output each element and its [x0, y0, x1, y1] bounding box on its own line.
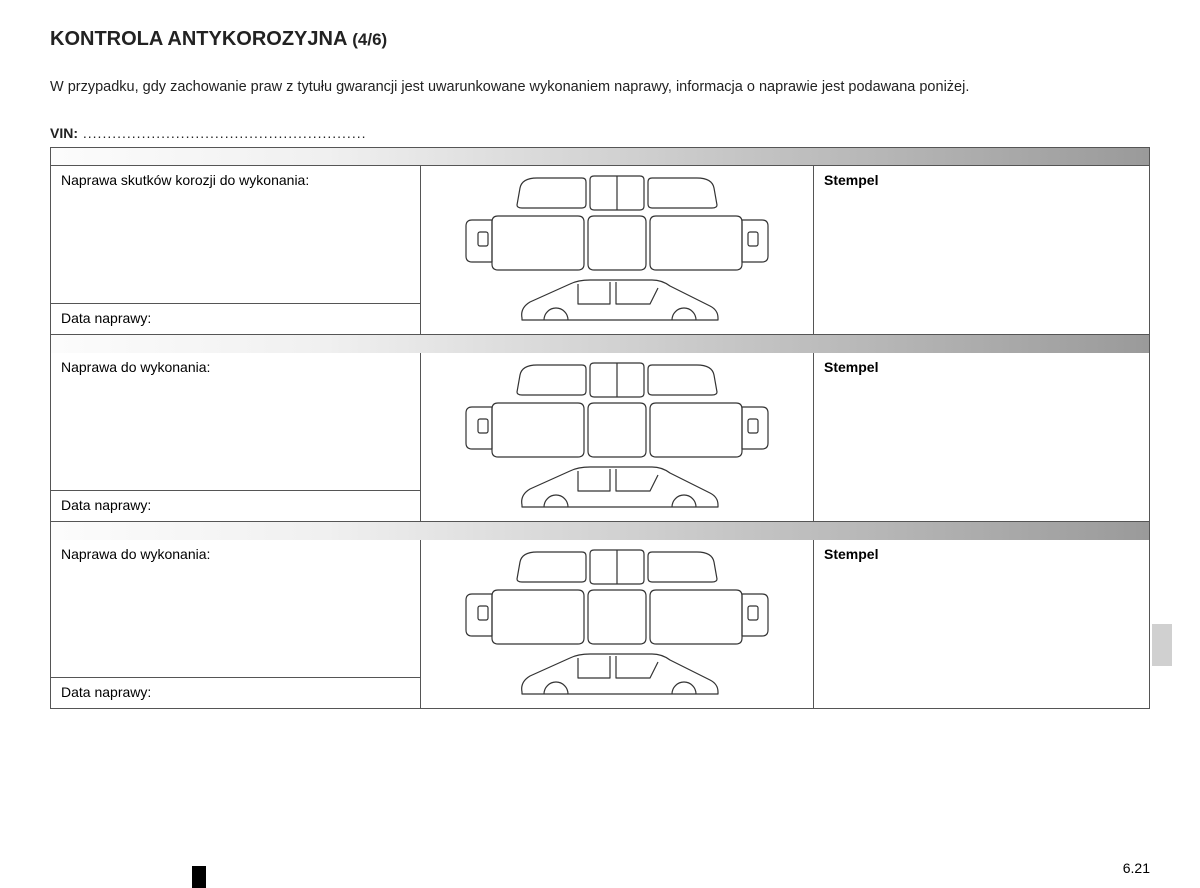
stamp-label-1: Stempel: [814, 166, 1149, 334]
vin-line: VIN: ...................................…: [50, 125, 1150, 141]
side-tab: [1152, 624, 1172, 666]
gradient-bar-3: [50, 522, 1150, 540]
page: KONTROLA ANTYKOROZYJNA (4/6) W przypadku…: [0, 0, 1200, 888]
record-block-3: Naprawa do wykonania: Data naprawy:: [50, 540, 1150, 709]
repair-label-1: Naprawa skutków korozji do wykonania:: [51, 166, 420, 304]
left-col-1: Naprawa skutków korozji do wykonania: Da…: [51, 166, 421, 334]
car-diagram-icon: [462, 357, 772, 517]
intro-text: W przypadku, gdy zachowanie praw z tytuł…: [50, 79, 1150, 95]
title-main: KONTROLA ANTYKOROZYJNA: [50, 28, 347, 50]
record-row-2: Naprawa do wykonania: Data naprawy:: [51, 353, 1149, 521]
record-block-1: Naprawa skutków korozji do wykonania: Da…: [50, 147, 1150, 335]
date-label-3: Data naprawy:: [51, 678, 420, 708]
stamp-label-3: Stempel: [814, 540, 1149, 708]
repair-label-2: Naprawa do wykonania:: [51, 353, 420, 491]
date-label-2: Data naprawy:: [51, 491, 420, 521]
diagram-cell-1: [421, 166, 814, 334]
record-row-3: Naprawa do wykonania: Data naprawy:: [51, 540, 1149, 708]
repair-label-3: Naprawa do wykonania:: [51, 540, 420, 678]
record-row-1: Naprawa skutków korozji do wykonania: Da…: [51, 166, 1149, 334]
stamp-label-2: Stempel: [814, 353, 1149, 521]
vin-label: VIN:: [50, 125, 78, 141]
record-block-2: Naprawa do wykonania: Data naprawy:: [50, 353, 1150, 522]
diagram-cell-3: [421, 540, 814, 708]
gradient-bar-2: [50, 335, 1150, 353]
car-diagram-icon: [462, 544, 772, 704]
page-title: KONTROLA ANTYKOROZYJNA (4/6): [50, 28, 1150, 51]
left-col-3: Naprawa do wykonania: Data naprawy:: [51, 540, 421, 708]
diagram-cell-2: [421, 353, 814, 521]
gradient-bar-1: [51, 148, 1149, 166]
vin-dots: ........................................…: [78, 125, 367, 141]
page-number: 6.21: [1123, 860, 1150, 876]
title-paren: (4/6): [352, 30, 387, 49]
date-label-1: Data naprawy:: [51, 304, 420, 334]
left-col-2: Naprawa do wykonania: Data naprawy:: [51, 353, 421, 521]
footer-mark: [192, 866, 206, 888]
car-diagram-icon: [462, 170, 772, 330]
